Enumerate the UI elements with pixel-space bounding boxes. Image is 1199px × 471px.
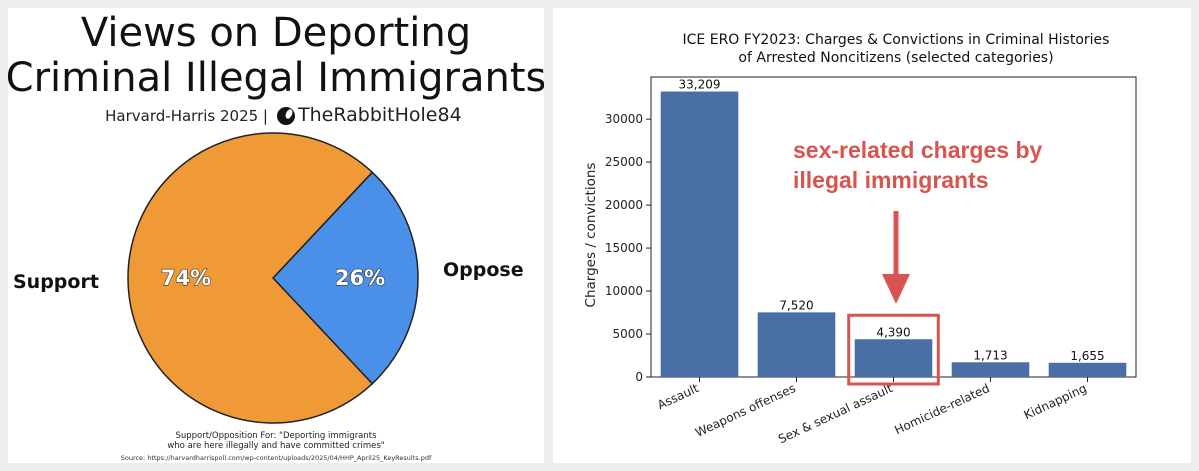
pie-pct-label-oppose: 26% [335,266,385,290]
y-tick-label: 30000 [605,112,643,126]
y-tick-label: 20000 [605,198,643,212]
oppose-label: Oppose [443,259,524,281]
bar-kidnapping [1048,362,1127,377]
pie-subtitle: Harvard-Harris 2025 | [105,107,268,125]
highlight-box [847,313,940,386]
pie-caption-line-2: who are here illegally and have committe… [167,441,384,451]
x-tick-label: Kidnapping [1022,381,1089,422]
pie-handle: TheRabbitHole84 [297,104,462,126]
pie-source: Source: https://harvardharrispoll.com/wp… [121,454,432,462]
pie-chart: Views on Deporting Criminal Illegal Immi… [8,10,544,462]
annotation-line-2: illegal immigrants [793,167,989,193]
y-tick-label: 10000 [605,284,643,298]
pie-slice-oppose [271,171,419,385]
bar-value-label: 7,520 [779,298,813,312]
rabbit-logo-icon [277,107,295,125]
bar-sex-sexual-assault [854,339,933,377]
bar-plot-area: 0 5000 10000 15000 20000 25000 30000 33,209 Assa… [605,76,1137,446]
y-tick-label: 0 [635,370,643,384]
x-tick-label: Homicide-related [892,381,991,437]
bar-value-label: 1,713 [973,348,1007,362]
bar-value-label: 33,209 [679,78,721,92]
bar-title-line-2: of Arrested Noncitizens (selected catego… [738,50,1053,66]
bar-value-label: 1,655 [1070,349,1104,363]
pie-title-line-2: Criminal Illegal Immigrants [8,55,544,101]
y-tick-label: 5000 [612,327,643,341]
y-axis-label: Charges / convictions [583,163,599,308]
bar-value-label: 4,390 [876,325,910,339]
pie-slices: 26% 74% [127,132,419,424]
pie-title-line-1: Views on Deporting [81,10,471,56]
bar-chart: ICE ERO FY2023: Charges & Convictions in… [583,32,1137,446]
bar-homicide-related [951,362,1030,377]
bar-weapons-offenses [757,312,836,377]
pie-pct-label-support: 74% [161,266,211,290]
y-tick-label: 25000 [605,155,643,169]
support-label: Support [13,271,99,293]
pie-chart-panel: Views on Deporting Criminal Illegal Immi… [8,8,544,463]
bar-title-line-1: ICE ERO FY2023: Charges & Convictions in… [683,32,1110,48]
bar-assault [660,91,739,377]
pie-caption-line-1: Support/Opposition For: "Deporting immig… [175,431,377,441]
y-tick-label: 15000 [605,241,643,255]
bar-chart-panel: ICE ERO FY2023: Charges & Convictions in… [553,8,1191,463]
x-tick-label: Assault [655,381,701,412]
annotation-line-1: sex-related charges by [793,137,1043,163]
pie-slice-support [127,132,374,424]
annotation-arrow [882,211,910,304]
